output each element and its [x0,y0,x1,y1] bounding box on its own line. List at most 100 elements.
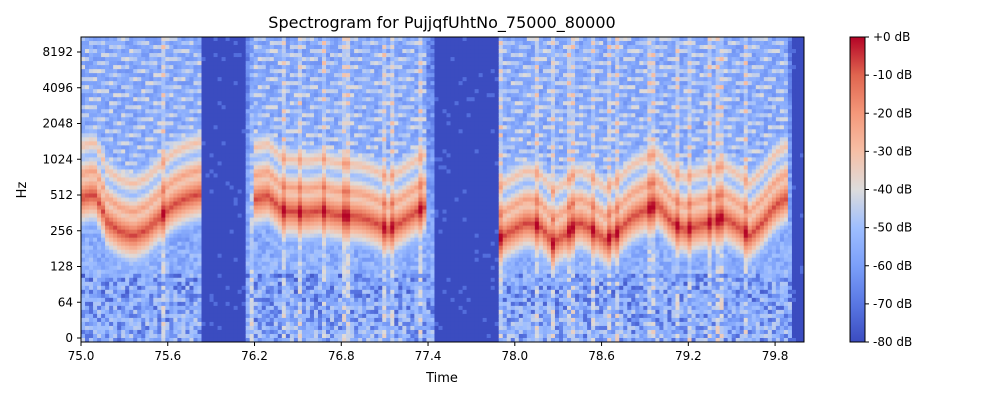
heatmap-cell [217,269,223,275]
heatmap-cell [157,273,162,279]
heatmap-cell [197,217,203,223]
heatmap-cell [145,57,150,62]
heatmap-cell [97,245,102,251]
heatmap-cell [93,221,98,227]
heatmap-cell [93,113,98,118]
heatmap-cell [133,269,138,275]
heatmap-cell [169,261,174,267]
heatmap-cell [197,141,203,146]
heatmap-cell [149,213,154,219]
heatmap-cell [153,325,158,331]
heatmap-cell [237,309,243,315]
heatmap-cell [161,157,166,162]
heatmap-cell [189,285,195,291]
heatmap-cell [193,189,199,195]
heatmap-cell [217,41,223,46]
heatmap-cell [157,45,162,50]
heatmap-cell [189,81,195,86]
heatmap-cell [285,89,291,94]
heatmap-cell [181,177,187,183]
heatmap-cell [153,145,158,150]
heatmap-cell [153,189,158,195]
heatmap-cell [305,293,311,299]
heatmap-cell [241,89,247,94]
heatmap-cell [233,65,239,70]
heatmap-cell [181,301,187,307]
heatmap-cell [205,241,211,247]
heatmap-cell [153,149,158,154]
heatmap-cell [277,57,283,62]
heatmap-cell [109,217,114,223]
heatmap-cell [145,113,150,118]
heatmap-cell [330,301,335,307]
heatmap-cell [209,61,215,66]
heatmap-cell [133,73,138,78]
heatmap-cell [313,225,319,231]
heatmap-cell [89,53,94,58]
heatmap-cell [338,133,343,138]
heatmap-cell [273,137,279,142]
heatmap-cell [129,65,134,70]
heatmap-cell [89,177,94,183]
heatmap-cell [297,277,303,283]
heatmap-cell [165,201,170,207]
heatmap-cell [221,313,227,319]
heatmap-cell [297,245,303,251]
heatmap-cell [257,257,263,263]
heatmap-cell [89,245,94,251]
heatmap-cell [326,305,331,311]
heatmap-cell [273,89,279,94]
heatmap-cell [205,297,211,303]
heatmap-cell [117,117,122,122]
heatmap-cell [257,253,263,259]
heatmap-cell [105,49,110,54]
heatmap-cell [217,181,223,187]
heatmap-cell [125,269,130,275]
heatmap-cell [297,157,303,162]
heatmap-cell [121,285,126,291]
heatmap-cell [209,133,215,138]
heatmap-cell [125,325,130,331]
heatmap-cell [93,325,98,331]
heatmap-cell [117,197,122,203]
heatmap-cell [309,69,315,74]
heatmap-cell [93,285,98,291]
heatmap-cell [93,129,98,134]
heatmap-cell [317,241,323,247]
heatmap-cell [201,237,207,243]
heatmap-cell [105,221,110,227]
heatmap-cell [117,45,122,50]
heatmap-cell [81,245,86,251]
heatmap-cell [297,161,303,167]
heatmap-cell [297,113,303,118]
heatmap-cell [334,89,339,94]
heatmap-cell [305,57,311,62]
heatmap-cell [229,253,235,259]
heatmap-cell [245,153,251,158]
heatmap-cell [289,153,295,158]
heatmap-cell [293,277,299,283]
heatmap-cell [133,77,138,82]
heatmap-cell [141,69,146,74]
heatmap-cell [225,281,231,287]
heatmap-cell [141,81,146,86]
heatmap-cell [281,45,287,50]
heatmap-cell [117,189,122,195]
heatmap-cell [125,257,130,263]
heatmap-cell [309,205,315,211]
heatmap-cell [173,225,178,231]
heatmap-cell [129,93,134,98]
heatmap-cell [153,297,158,303]
heatmap-cell [221,117,227,122]
heatmap-cell [205,129,211,134]
heatmap-cell [209,281,215,287]
heatmap-cell [317,297,323,303]
heatmap-cell [113,89,118,94]
heatmap-cell [81,201,86,207]
heatmap-cell [177,221,183,227]
heatmap-cell [269,229,275,235]
heatmap-cell [209,161,215,167]
heatmap-cell [169,73,174,78]
heatmap-cell [261,105,267,110]
heatmap-cell [265,117,271,122]
